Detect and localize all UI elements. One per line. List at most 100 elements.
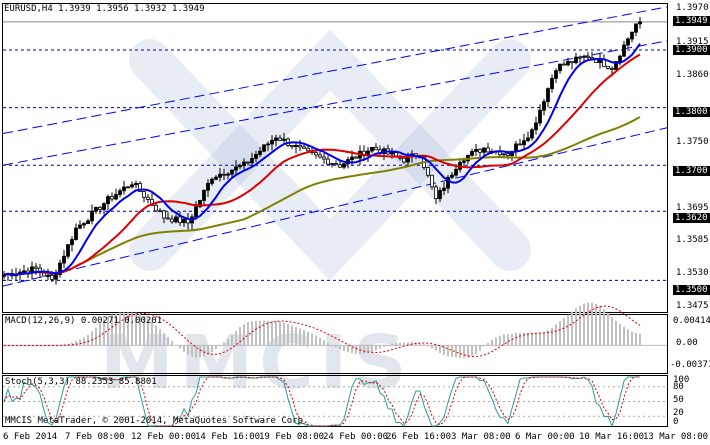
copyright-text: MMCIS MetaTrader, © 2001-2014, MetaQuote…	[5, 416, 309, 426]
macd-histogram-bar	[47, 345, 49, 347]
candle-body	[114, 194, 118, 200]
candle-body	[258, 150, 262, 155]
candle-body	[98, 206, 102, 210]
candle-body	[330, 163, 334, 165]
candle-body	[198, 200, 202, 208]
price-chart-panel[interactable]	[2, 3, 668, 313]
candle-body	[438, 190, 442, 200]
macd-histogram-bar	[147, 318, 149, 346]
macd-histogram-bar	[559, 321, 561, 346]
macd-histogram-bar	[75, 340, 77, 346]
macd-histogram-bar	[299, 328, 301, 346]
time-axis-label: 12 Feb 00:00	[131, 432, 197, 442]
macd-histogram-bar	[491, 339, 493, 346]
macd-histogram-bar	[55, 345, 57, 347]
candle-body	[578, 56, 582, 59]
price-axis-label: 1.3585	[676, 235, 709, 245]
macd-histogram-bar	[431, 345, 433, 349]
candle-body	[506, 153, 510, 156]
candle-body	[218, 173, 222, 178]
macd-histogram-bar	[183, 345, 185, 352]
macd-histogram-bar	[171, 341, 173, 346]
macd-panel[interactable]	[2, 314, 668, 374]
macd-histogram-bar	[563, 318, 565, 346]
level-label-13900: 1.3900	[673, 45, 710, 55]
macd-histogram-bar	[443, 345, 445, 355]
macd-histogram-bar	[123, 312, 125, 346]
moving-average-slow	[3, 116, 641, 276]
candle-body	[302, 146, 306, 149]
candle-body	[34, 266, 38, 269]
candle-body	[622, 44, 626, 57]
macd-histogram-bar	[91, 331, 93, 346]
time-axis-label: 19 Feb 08:00	[259, 432, 325, 442]
macd-histogram-bar	[327, 342, 329, 346]
candle-body	[174, 216, 178, 223]
macd-histogram-bar	[239, 327, 241, 346]
macd-histogram-bar	[259, 320, 261, 346]
stoch-title: Stoch(5,3,3) 88.2353 85.8801	[5, 377, 157, 387]
stoch-axis-label: 0	[673, 417, 679, 427]
macd-histogram-bar	[455, 345, 457, 358]
candle-body	[610, 67, 614, 70]
macd-histogram-bar	[539, 332, 541, 346]
macd-histogram-bar	[343, 345, 345, 351]
candle-body	[318, 154, 322, 158]
candle-body	[238, 165, 242, 168]
candle-body	[630, 31, 634, 40]
time-axis-label: 6 Mar 00:00	[515, 432, 575, 442]
macd-histogram-bar	[467, 345, 469, 358]
macd-histogram-bar	[179, 345, 181, 349]
macd-histogram-bar	[367, 345, 369, 353]
macd-histogram-bar	[155, 325, 157, 346]
candle-body	[262, 144, 266, 152]
macd-histogram-bar	[191, 345, 193, 357]
candle-body	[574, 56, 578, 64]
candle-body	[298, 144, 302, 148]
candle-body	[470, 150, 474, 156]
level-label-13800: 1.3800	[673, 107, 710, 117]
macd-histogram-bar	[447, 345, 449, 357]
macd-histogram-bar	[579, 305, 581, 346]
macd-histogram-bar	[423, 344, 425, 346]
candle-body	[22, 270, 26, 273]
macd-histogram-bar	[127, 312, 129, 346]
candle-body	[558, 63, 562, 72]
macd-histogram-bar	[255, 320, 257, 346]
macd-histogram-bar	[79, 339, 81, 346]
candle-body	[474, 148, 478, 152]
trend-channel-line	[2, 40, 668, 166]
macd-histogram-bar	[331, 345, 333, 347]
candle-body	[122, 186, 126, 192]
macd-histogram-bar	[639, 333, 641, 346]
macd-histogram-bar	[203, 345, 205, 357]
macd-histogram-bar	[391, 343, 393, 346]
macd-histogram-bar	[131, 312, 133, 346]
macd-histogram-bar	[199, 345, 201, 358]
candle-body	[542, 101, 546, 111]
candle-body	[102, 203, 106, 210]
macd-histogram-bar	[107, 316, 109, 346]
candle-body	[314, 152, 318, 156]
candle-body	[146, 196, 150, 200]
candle-body	[206, 182, 210, 191]
stochastic-panel[interactable]	[2, 375, 668, 427]
macd-histogram-bar	[499, 335, 501, 346]
macd-histogram-bar	[555, 324, 557, 346]
candle-body	[502, 153, 506, 156]
candle-body	[430, 174, 434, 188]
time-axis-label: 24 Feb 00:00	[323, 432, 389, 442]
macd-histogram-bar	[211, 345, 213, 352]
macd-histogram-bar	[355, 345, 357, 354]
macd-histogram-bar	[375, 345, 377, 351]
macd-histogram-bar	[119, 312, 121, 346]
candle-body	[278, 137, 282, 141]
candle-body	[338, 164, 342, 168]
price-axis-label: 1.3530	[676, 268, 709, 278]
macd-histogram-bar	[167, 337, 169, 346]
macd-histogram-bar	[463, 345, 465, 358]
candle-body	[426, 167, 430, 176]
candle-body	[586, 55, 590, 58]
macd-histogram-bar	[219, 345, 221, 347]
